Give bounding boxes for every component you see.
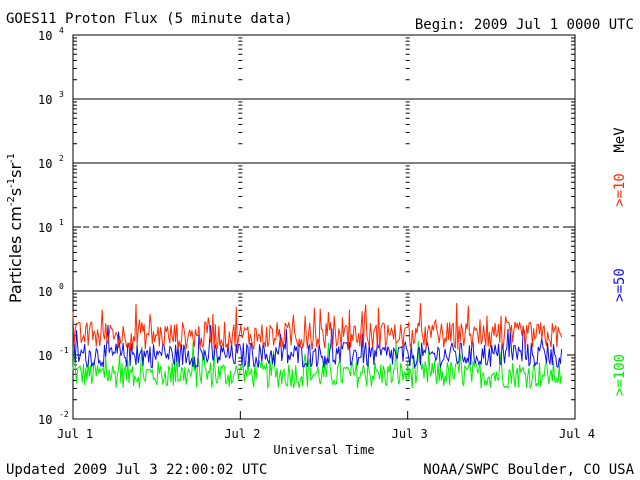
begin-time-label: Begin: 2009 Jul 1 0000 UTC [415, 17, 634, 33]
legend-entry: >=50 [612, 268, 628, 302]
x-tick-label: Jul 2 [224, 427, 260, 441]
y-tick-exponent: 0 [59, 282, 64, 291]
y-tick-exponent: 2 [59, 154, 64, 163]
y-tick-exponent: 1 [59, 218, 64, 227]
y-axis-label-part: sr [6, 163, 25, 178]
y-tick-label: 10 [38, 285, 52, 299]
y-axis-label-part: -1 [6, 153, 17, 163]
y-tick-exponent: -2 [59, 410, 69, 419]
y-tick-label: 10 [38, 93, 52, 107]
series-line [72, 340, 563, 390]
y-tick-exponent: 4 [59, 26, 64, 35]
y-tick-label: 10 [38, 157, 52, 171]
y-tick-exponent: 3 [59, 90, 64, 99]
chart-title: GOES11 Proton Flux (5 minute data) [6, 11, 293, 27]
y-tick-label: 10 [38, 413, 52, 427]
y-axis-label-part: -1 [6, 178, 17, 188]
updated-timestamp: Updated 2009 Jul 3 22:00:02 UTC [6, 462, 267, 478]
series-line [72, 302, 563, 352]
y-axis-label-part: Particles cm [6, 206, 25, 303]
series-line [72, 324, 563, 370]
x-tick-label: Jul 3 [392, 427, 428, 441]
legend-unit: MeV [612, 127, 628, 153]
y-tick-label: 10 [38, 221, 52, 235]
plot-area: 10 -2 10 -1 10 0 10 1 10 2 10 3 10 4 Jul 1 Jul 2 Jul 3 Ju… [6, 26, 628, 457]
x-tick-label: Jul 1 [57, 427, 93, 441]
y-axis-label-part: s [6, 188, 25, 196]
y-axis-label: Particles cm-2s-1sr-1 [6, 153, 25, 303]
x-tick-label: Jul 4 [559, 427, 595, 441]
y-tick-label: 10 [38, 29, 52, 43]
legend-entry: >=100 [612, 354, 628, 396]
x-axis-label: Universal Time [273, 443, 374, 457]
y-tick-exponent: -1 [59, 346, 69, 355]
y-tick-label: 10 [38, 349, 52, 363]
legend-entry: >=10 [612, 173, 628, 207]
y-axis-label-part: -2 [6, 196, 17, 206]
source-credit: NOAA/SWPC Boulder, CO USA [423, 462, 634, 478]
